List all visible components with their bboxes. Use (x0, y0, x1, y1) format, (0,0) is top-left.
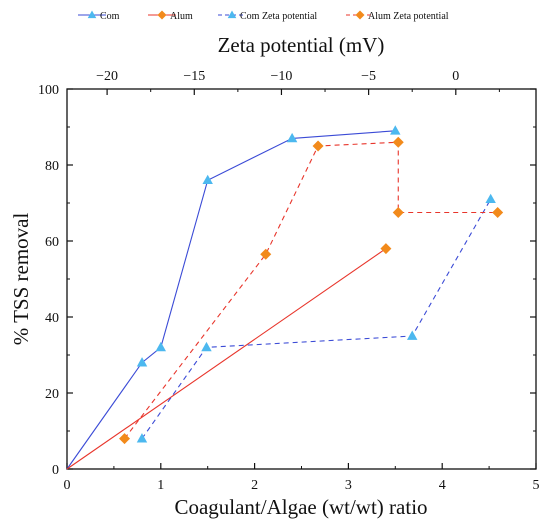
com-zeta-potential-line (141, 198, 492, 439)
bottom-tick-label: 4 (439, 478, 446, 493)
bottom-tick-label: 5 (533, 478, 540, 493)
top-axis-title: Zeta potential (mV) (218, 33, 385, 57)
com-point (390, 125, 401, 135)
legend-label: Alum Zeta potential (368, 11, 449, 22)
alum-zeta-potential-point (119, 433, 131, 445)
com-point (202, 174, 213, 185)
bottom-tick-label: 3 (345, 478, 352, 493)
legend-marker (227, 10, 237, 19)
com-line (66, 130, 396, 470)
legend-marker (157, 10, 167, 20)
alum-zeta-potential-point (392, 207, 404, 218)
com-zeta-potential-point (485, 193, 496, 204)
top-tick-label: −20 (96, 69, 118, 84)
legend-item: Com (78, 10, 120, 22)
alum-zeta-potential-line (124, 141, 498, 439)
top-tick-label: 0 (452, 69, 459, 84)
com-point (155, 341, 167, 352)
legend-item: Alum Zeta potential (346, 10, 449, 22)
left-axis-title: % TSS removal (9, 213, 33, 346)
alum-zeta-potential-point (492, 207, 504, 218)
alum-zeta-potential-point (392, 136, 404, 148)
series-markers (119, 125, 504, 445)
legend: Com Alum Com Zeta potential Alum Zeta poten… (78, 10, 449, 22)
left-tick-label: 40 (45, 311, 59, 326)
bottom-axis-title: Coagulant/Algae (wt/wt) ratio (174, 495, 427, 519)
com-point (286, 132, 298, 143)
top-tick-label: −5 (361, 69, 376, 84)
top-tick-label: −15 (183, 69, 205, 84)
bottom-tick-label: 2 (251, 478, 258, 493)
alum-line (66, 248, 387, 470)
legend-label: Com (100, 11, 120, 22)
left-tick-label: 60 (45, 235, 59, 250)
legend-item: Alum (148, 10, 193, 22)
left-tick-label: 20 (45, 387, 59, 402)
left-tick-label: 80 (45, 159, 59, 174)
alum-zeta-potential-point (260, 248, 272, 260)
com-zeta-potential-point (136, 433, 148, 443)
legend-marker (355, 10, 365, 20)
legend-marker (87, 10, 97, 19)
legend-label: Alum (170, 11, 193, 22)
legend-label: Com Zeta potential (240, 11, 317, 22)
com-point (136, 357, 148, 367)
plot-frame (66, 88, 537, 470)
alum-point (380, 243, 392, 255)
top-tick-label: −10 (270, 69, 292, 84)
com-zeta-potential-point (406, 330, 418, 340)
series-lines (66, 130, 498, 470)
left-tick-label: 0 (52, 463, 59, 478)
bottom-tick-label: 1 (157, 478, 164, 493)
bottom-tick-label: 0 (64, 478, 71, 493)
legend-item: Com Zeta potential (218, 10, 317, 22)
left-tick-label: 100 (38, 83, 59, 98)
alum-zeta-potential-point (312, 140, 324, 152)
com-zeta-potential-point (201, 341, 212, 352)
